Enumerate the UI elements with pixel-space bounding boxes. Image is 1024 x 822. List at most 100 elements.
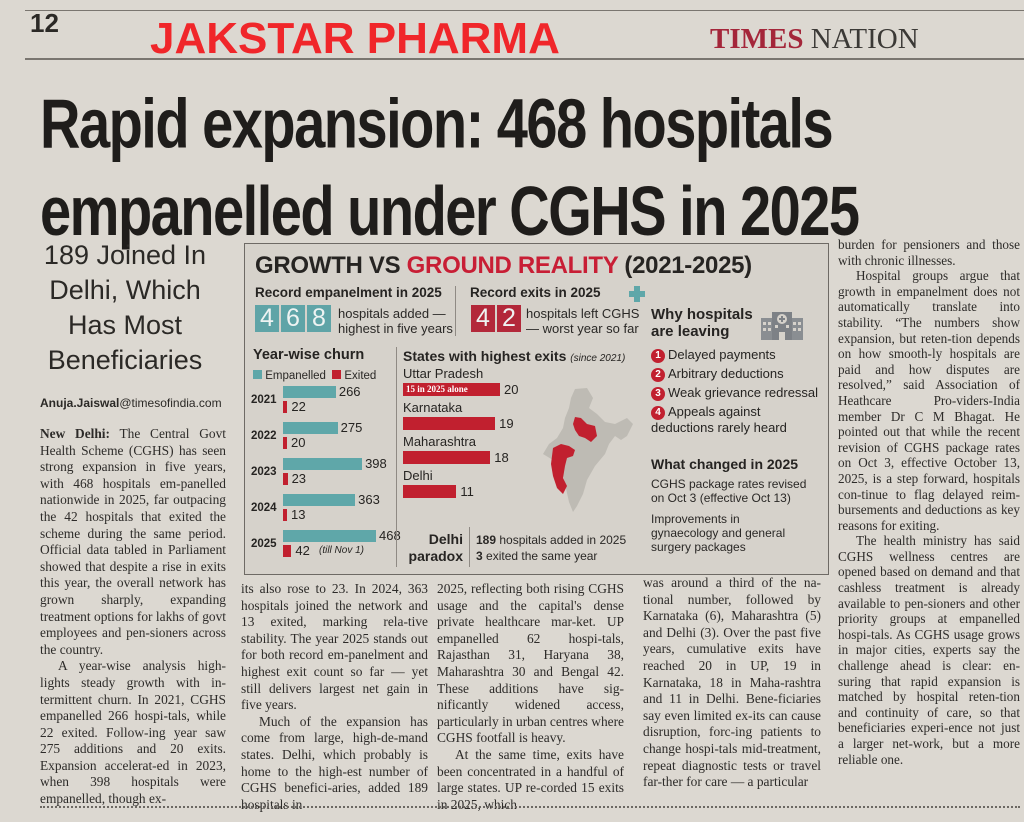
states-chart-title: States with highest exits (since 2021) bbox=[403, 348, 625, 364]
reason-text: Weak grievance redressal bbox=[668, 385, 819, 400]
churn-year-label: 2021 bbox=[251, 394, 277, 406]
legend-swatch-exited bbox=[332, 370, 342, 379]
infographic-title: GROWTH VS GROUND REALITY (2021-2025) bbox=[255, 252, 752, 280]
heading-line: are leaving bbox=[651, 323, 730, 340]
section-label: TIMES NATION bbox=[710, 22, 919, 56]
stat-number: 3 bbox=[476, 549, 483, 563]
counter-digit: 6 bbox=[281, 305, 305, 332]
reason-text: Appeals against bbox=[668, 404, 761, 419]
record-exits-heading: Record exits in 2025 bbox=[470, 285, 601, 300]
state-label: Uttar Pradesh bbox=[403, 366, 484, 381]
article-paragraph: At the same time, exits have been concen… bbox=[437, 746, 624, 812]
article-paragraph: The health ministry has said CGHS wellne… bbox=[838, 533, 1020, 767]
reason-text: Arbitrary deductions bbox=[668, 366, 784, 381]
number-badge: 2 bbox=[651, 368, 665, 382]
record-empanelment-heading: Record empanelment in 2025 bbox=[255, 285, 442, 300]
article-paragraph: Hospital groups argue that growth in emp… bbox=[838, 268, 1020, 533]
state-exit-value: 11 bbox=[460, 484, 474, 499]
churn-legend: Empanelled Exited bbox=[253, 369, 376, 384]
infographic-growth-vs-ground-reality: GROWTH VS GROUND REALITY (2021-2025) Rec… bbox=[244, 243, 829, 575]
change-line: Improvements in bbox=[651, 512, 740, 526]
heading-line: Why hospitals bbox=[651, 306, 753, 323]
caption-line: — worst year so far bbox=[526, 321, 639, 336]
byline-name: Anuja.Jaiswal bbox=[40, 396, 120, 410]
delhi-paradox-label: Delhi paradox bbox=[405, 531, 463, 565]
counter-digit: 4 bbox=[255, 305, 279, 332]
paradox-stat: 189 hospitals added in 2025 bbox=[476, 532, 626, 548]
why-leaving-heading: Why hospitals are leaving bbox=[651, 306, 753, 340]
legend-label-exited: Exited bbox=[344, 370, 377, 382]
state-label: Karnataka bbox=[403, 400, 463, 415]
subhead-line: Delhi, Which bbox=[49, 275, 201, 305]
states-chart: Uttar Pradesh 20 15 in 2025 alone Karnataka… bbox=[403, 366, 563, 526]
bar-empanelled bbox=[283, 530, 376, 542]
reason-text: Delayed payments bbox=[668, 347, 776, 362]
caption-line: hospitals added — bbox=[338, 306, 446, 321]
caption-line: hospitals left CGHS bbox=[526, 306, 640, 321]
byline-domain: @timesofindia.com bbox=[119, 396, 222, 410]
churn-year-label: 2024 bbox=[251, 502, 277, 514]
counter-digit: 4 bbox=[471, 305, 495, 332]
bar-annotation: (till Nov 1) bbox=[319, 545, 365, 556]
record-exits-caption: hospitals left CGHS — worst year so far bbox=[526, 306, 639, 336]
divider bbox=[455, 286, 456, 336]
byline[interactable]: Anuja.Jaiswal@timesofindia.com bbox=[40, 396, 222, 410]
article-column-3: 2025, reflecting both rising CGHS usage … bbox=[437, 581, 624, 813]
article-column-2: its also rose to 23. In 2024, 363 hospit… bbox=[241, 581, 428, 813]
bar-empanelled bbox=[283, 458, 363, 470]
brand-overlay-logo: JAKSTAR PHARMA bbox=[150, 14, 560, 63]
article-paragraph: A year-wise analysis high-lights steady … bbox=[40, 658, 226, 807]
subhead-line: Has Most bbox=[67, 310, 183, 340]
article-paragraph: Much of the expansion has come from larg… bbox=[241, 713, 428, 812]
caption-line: highest in five years bbox=[338, 321, 453, 336]
article-column-5: burden for pensioners and those with chr… bbox=[838, 237, 1020, 767]
bar-exited bbox=[283, 437, 287, 449]
paradox-label-line: paradox bbox=[408, 548, 463, 564]
bar-value-label: 468 bbox=[379, 528, 401, 543]
stat-number: 189 bbox=[476, 533, 497, 547]
title-years: (2021-2025) bbox=[618, 252, 752, 279]
map-region-maharashtra-karnataka bbox=[551, 444, 575, 494]
subheadline: 189 Joined In Delhi, Which Has Most Bene… bbox=[20, 238, 230, 378]
reason-item: 4 Appeals against deductions rarely heard bbox=[651, 404, 826, 435]
bar-value-label: 20 bbox=[291, 435, 306, 450]
headline-line-2: empanelled under CGHS in 2025 bbox=[40, 171, 860, 250]
article-paragraph: New Delhi: The Central Govt Health Schem… bbox=[40, 426, 226, 658]
bar-value-label: 13 bbox=[291, 507, 306, 522]
bar-value-label: 363 bbox=[358, 492, 380, 507]
bar-exited bbox=[283, 401, 288, 413]
divider bbox=[396, 347, 397, 567]
article-paragraph: was around a third of the na-tional numb… bbox=[643, 575, 821, 790]
reason-item: 3 Weak grievance redressal bbox=[651, 385, 826, 401]
legend-label-empanelled: Empanelled bbox=[265, 370, 326, 382]
map-region-uttar-pradesh bbox=[573, 417, 597, 442]
number-badge: 4 bbox=[651, 406, 665, 420]
bar-exited bbox=[283, 545, 292, 557]
subhead-line: 189 Joined In bbox=[43, 240, 207, 270]
title-red: GROUND REALITY bbox=[406, 252, 619, 279]
churn-chart: 2021 266 22 2022 275 20 2023 398 23 2024 363 13 2025… bbox=[251, 384, 401, 566]
number-badge: 1 bbox=[651, 349, 665, 363]
bar-value-label: 23 bbox=[291, 471, 307, 486]
article-paragraph: 2025, reflecting both rising CGHS usage … bbox=[437, 581, 624, 746]
bottom-dotted-rule bbox=[40, 806, 1020, 808]
medical-cross-icon bbox=[629, 286, 645, 302]
bar-exited bbox=[283, 509, 287, 521]
reasons-list: 1 Delayed payments 2 Arbitrary deductions … bbox=[651, 347, 826, 435]
article-column-4: was around a third of the na-tional numb… bbox=[643, 575, 821, 791]
reason-text: deductions rarely heard bbox=[651, 420, 787, 435]
delhi-paradox-stats: 189 hospitals added in 2025 3 exited the… bbox=[476, 532, 626, 564]
state-exit-value: 18 bbox=[494, 450, 509, 465]
section-nation: NATION bbox=[810, 23, 919, 55]
page-number: 12 bbox=[30, 8, 59, 38]
article-paragraph: burden for pensioners and those with chr… bbox=[838, 237, 1020, 268]
subhead-line: Beneficiaries bbox=[47, 345, 203, 375]
states-title: States with highest exits bbox=[403, 348, 567, 364]
stat-text: hospitals added in 2025 bbox=[496, 533, 627, 547]
paragraph-text: The Central Govt Health Scheme (CGHS) ha… bbox=[40, 426, 226, 657]
hospital-building-icon bbox=[761, 312, 803, 340]
legend-swatch-empanelled bbox=[253, 370, 262, 379]
headline-line-1: Rapid expansion: 468 hospitals bbox=[40, 83, 834, 163]
india-map bbox=[543, 388, 633, 512]
state-exit-value: 19 bbox=[499, 416, 514, 431]
